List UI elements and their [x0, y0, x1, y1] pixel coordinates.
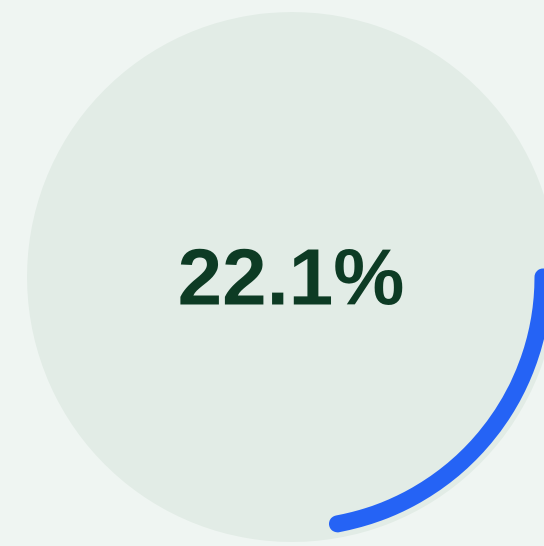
progress-arc: [328, 268, 544, 533]
progress-label: 22.1%: [178, 233, 405, 322]
progress-disc: [27, 12, 544, 542]
